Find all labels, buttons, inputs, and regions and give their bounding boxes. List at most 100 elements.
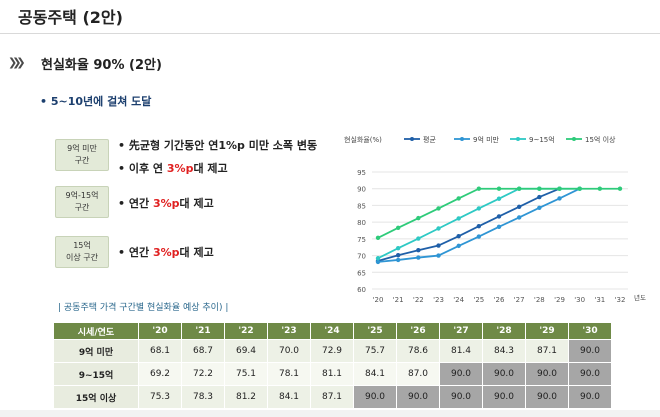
table-row: 15억 이상 75.3 78.3 81.2 84.1 87.1 90.0 90.0 90.0 90… bbox=[53, 385, 612, 409]
column-header: '29 bbox=[525, 322, 569, 340]
y-tick-label: 80 bbox=[357, 219, 366, 227]
data-point bbox=[436, 253, 441, 258]
data-point bbox=[436, 226, 441, 231]
column-header: '27 bbox=[439, 322, 483, 340]
table-cell: 90.0 bbox=[568, 385, 612, 409]
column-header: '30 bbox=[568, 322, 612, 340]
tag-line2: 구간 bbox=[74, 156, 90, 165]
bullet-text: • 이후 연 3%p대 제고 bbox=[118, 160, 228, 176]
table-cell: 69.2 bbox=[138, 362, 182, 386]
table-cell: 75.7 bbox=[353, 339, 397, 363]
slide-title: 공동주택 (2안) bbox=[18, 8, 123, 27]
column-header: '22 bbox=[224, 322, 268, 340]
data-point bbox=[456, 243, 461, 249]
tag-line2: 이상 구간 bbox=[66, 253, 98, 262]
table-cell: 72.2 bbox=[181, 362, 225, 386]
data-point bbox=[456, 233, 461, 239]
table-cell: 90.0 bbox=[568, 362, 612, 386]
y-tick-label: 70 bbox=[357, 253, 366, 261]
y-tick-label: 90 bbox=[357, 186, 366, 194]
table-cell: 87.0 bbox=[396, 362, 440, 386]
table-row: 9억 미만 68.1 68.7 69.4 70.0 72.9 75.7 78.6 81.4 84.… bbox=[53, 339, 612, 363]
data-point bbox=[476, 223, 482, 229]
table-cell: 68.1 bbox=[138, 339, 182, 363]
data-point bbox=[416, 248, 421, 253]
table-caption: | 공동주택 가격 구간별 현실화율 예상 추이) | bbox=[58, 303, 229, 313]
bullet-prefix: • 연간 bbox=[118, 197, 153, 210]
x-tick-label: '27 bbox=[514, 296, 525, 304]
table-cell: 90.0 bbox=[353, 385, 397, 409]
table-cell: 70.0 bbox=[267, 339, 311, 363]
bullet-suffix: 대 제고 bbox=[179, 197, 214, 210]
bullet-suffix: 대 제고 bbox=[179, 246, 214, 259]
tag-9-15eok: 9억-15억 구간 bbox=[55, 186, 109, 218]
x-axis-label: 년도 bbox=[634, 293, 646, 302]
data-point bbox=[557, 196, 562, 201]
table-cell: 87.1 bbox=[310, 385, 354, 409]
data-point bbox=[416, 236, 421, 241]
section-title: 현실화율 90% (2안) bbox=[41, 58, 162, 73]
y-tick-label: 65 bbox=[357, 269, 366, 277]
table-cell: 68.7 bbox=[181, 339, 225, 363]
x-tick-label: '24 bbox=[453, 296, 464, 304]
table-cell: 72.9 bbox=[310, 339, 354, 363]
table-cell: 87.1 bbox=[525, 339, 569, 363]
tag-line2: 구간 bbox=[74, 203, 90, 212]
data-point bbox=[416, 255, 421, 260]
table-cell: 90.0 bbox=[525, 385, 569, 409]
data-point bbox=[516, 186, 522, 191]
column-header: 시세/연도 bbox=[53, 322, 139, 340]
legend-label: 9억 미만 bbox=[473, 135, 500, 144]
data-point bbox=[375, 256, 381, 261]
table-cell: 69.4 bbox=[224, 339, 268, 363]
data-point bbox=[476, 234, 482, 239]
data-point bbox=[395, 257, 401, 263]
x-tick-label: '20 bbox=[373, 296, 384, 304]
data-point bbox=[537, 194, 542, 200]
column-header: '23 bbox=[267, 322, 311, 340]
tag-over-15eok: 15억 이상 구간 bbox=[55, 236, 109, 268]
bullet-prefix: • 연간 bbox=[118, 246, 153, 259]
table-cell: 90.0 bbox=[396, 385, 440, 409]
data-point bbox=[436, 206, 441, 211]
series-line bbox=[377, 187, 560, 262]
tag-under-9eok: 9억 미만 구간 bbox=[55, 139, 109, 171]
table-cell: 90.0 bbox=[482, 362, 526, 386]
table-cell: 90.0 bbox=[525, 362, 569, 386]
x-tick-label: '22 bbox=[413, 296, 424, 304]
x-tick-label: '21 bbox=[393, 296, 404, 304]
table-cell: 78.1 bbox=[267, 362, 311, 386]
tag-line1: 15억 bbox=[73, 241, 91, 250]
legend-marker bbox=[460, 137, 464, 141]
data-point bbox=[476, 206, 482, 211]
data-point bbox=[617, 186, 623, 191]
tag-line1: 9억-15억 bbox=[65, 191, 99, 200]
column-header: '28 bbox=[482, 322, 526, 340]
table-cell: 84.1 bbox=[353, 362, 397, 386]
bullet-prefix: • 先균형 기간동안 연1%p 미만 소폭 변동 bbox=[118, 139, 318, 152]
data-point bbox=[516, 215, 522, 220]
data-point bbox=[496, 196, 502, 201]
y-tick-label: 85 bbox=[357, 202, 366, 210]
table-cell: 90.0 bbox=[439, 362, 483, 386]
table-cell: 81.4 bbox=[439, 339, 483, 363]
data-point bbox=[456, 216, 461, 221]
bullet-text: • 연간 3%p대 제고 bbox=[118, 244, 214, 260]
data-point bbox=[496, 186, 502, 191]
legend-label: 9~15억 bbox=[529, 136, 555, 144]
data-point bbox=[436, 243, 441, 248]
legend-marker bbox=[410, 137, 414, 141]
table-cell: 90.0 bbox=[482, 385, 526, 409]
column-header: '24 bbox=[310, 322, 354, 340]
data-point bbox=[496, 214, 502, 219]
data-point bbox=[395, 253, 401, 258]
table-header-row: 시세/연도 '20 '21 '22 '23 '24 '25 '26 '27 '2… bbox=[53, 322, 612, 340]
realization-rate-chart: 60 65 70 75 80 85 90 95 '20 '21 '22 '23 '24 '25 '26 '27… bbox=[344, 135, 646, 304]
data-point bbox=[537, 186, 542, 191]
data-point bbox=[577, 186, 582, 191]
triple-chevron-icon: ❯❯❯ bbox=[8, 56, 26, 69]
table-cell: 90.0 bbox=[439, 385, 483, 409]
sub-bullet: • 5~10년에 걸쳐 도달 bbox=[40, 95, 152, 108]
table-cell: 81.2 bbox=[224, 385, 268, 409]
table-cell: 75.3 bbox=[138, 385, 182, 409]
